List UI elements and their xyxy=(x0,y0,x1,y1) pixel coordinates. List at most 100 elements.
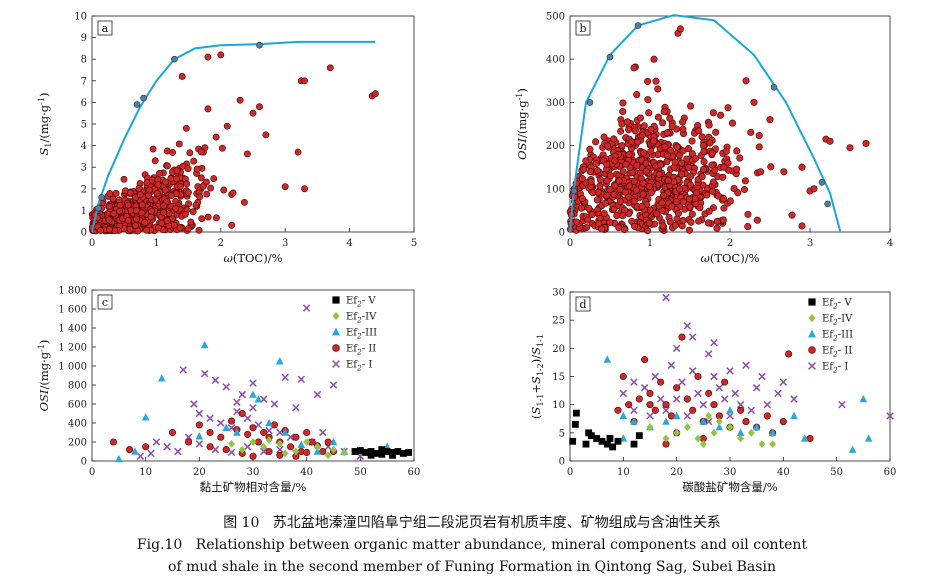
data-point xyxy=(610,135,618,143)
data-point xyxy=(679,216,687,225)
data-point-diamond xyxy=(292,447,300,456)
data-point xyxy=(124,201,132,209)
data-point xyxy=(153,189,161,197)
data-point xyxy=(810,185,818,193)
data-point-cross xyxy=(699,400,708,409)
data-point xyxy=(644,96,652,104)
data-point xyxy=(650,55,658,63)
data-point-square xyxy=(399,450,407,457)
data-point xyxy=(163,217,171,225)
data-point xyxy=(744,223,752,231)
data-point-cross xyxy=(694,389,702,398)
data-point-diamond xyxy=(324,451,332,460)
envelope-point xyxy=(606,53,614,61)
data-point xyxy=(301,77,308,85)
data-point xyxy=(615,177,623,185)
x-tick-label: 50 xyxy=(830,467,843,478)
data-point xyxy=(582,157,590,165)
panel-label-box xyxy=(97,294,113,310)
data-point xyxy=(228,221,236,229)
y-tick-label: 800 xyxy=(68,381,87,392)
data-point xyxy=(155,169,163,177)
data-point-cross xyxy=(886,412,894,420)
data-point xyxy=(630,177,638,185)
data-point xyxy=(659,222,667,230)
envelope-point xyxy=(98,194,105,201)
data-point-circle xyxy=(292,433,300,441)
data-point xyxy=(619,107,627,116)
y-tick-label: 1 800 xyxy=(58,286,87,297)
data-point xyxy=(708,161,716,169)
data-point xyxy=(177,182,184,190)
data-point xyxy=(705,207,713,215)
panel-a: 0 1 2 3 4 5 0 1 2 3 4 5 6 7 8 9 10 a S1/(mg·g-1) ω(TOC)/% xyxy=(37,12,417,266)
data-point-circle xyxy=(276,451,284,459)
y-axis-label: S1/(mg·g-1) xyxy=(37,93,53,156)
data-point-square xyxy=(614,437,622,445)
data-point xyxy=(679,147,687,155)
data-point xyxy=(162,178,170,186)
data-point-diamond xyxy=(260,442,268,451)
data-point-cross xyxy=(260,447,268,456)
legend-entry: Ef2- II xyxy=(822,346,852,359)
caption-english-line1: Fig.10 Relationship between organic matt… xyxy=(136,537,808,553)
data-point-cross xyxy=(147,449,155,458)
data-point xyxy=(706,139,714,147)
data-point xyxy=(147,213,155,221)
data-point-triangle xyxy=(249,390,257,398)
y-tick-label: 4 xyxy=(81,141,87,152)
data-point xyxy=(726,197,734,205)
data-point-circle xyxy=(227,417,236,425)
data-point-diamond xyxy=(238,445,246,454)
data-point-diamond xyxy=(705,412,713,420)
data-point xyxy=(695,217,703,225)
data-point xyxy=(678,159,686,167)
data-point xyxy=(105,216,113,224)
legend-entry: Ef2-IV xyxy=(822,314,853,327)
data-point xyxy=(647,125,655,133)
data-point xyxy=(708,149,716,157)
envelope-point xyxy=(570,187,578,195)
data-point xyxy=(658,199,666,207)
data-point xyxy=(742,77,750,85)
data-point xyxy=(586,168,594,176)
data-point-triangle xyxy=(131,447,139,455)
legend-entry: Ef2- I xyxy=(346,360,372,373)
data-point xyxy=(97,227,105,235)
data-point xyxy=(747,128,755,136)
data-point xyxy=(110,210,118,218)
data-point-circle xyxy=(683,395,691,403)
y-axis-label: OSI/(mg·g-1) xyxy=(37,340,51,412)
data-point xyxy=(619,212,627,220)
data-point-triangle xyxy=(619,411,628,420)
y-tick-label: 8 xyxy=(81,55,87,66)
y-tick-label: 7 xyxy=(81,76,87,87)
legend-entry: Ef2-IV xyxy=(346,312,377,325)
data-point-diamond xyxy=(332,311,340,321)
data-point-cross xyxy=(747,406,756,415)
y-tick-label: 1 xyxy=(81,206,87,217)
data-point xyxy=(615,224,623,232)
figure-caption: 图 10 苏北盆地溱潼凹陷阜宁组二段泥页岩有机质丰度、矿物组成与含油性关系 Fi… xyxy=(0,512,944,578)
data-point-circle xyxy=(705,389,713,397)
data-point-circle xyxy=(641,356,649,364)
x-tick-label: 1 xyxy=(647,238,653,249)
panel-b: 0 1 2 3 4 0 100 200 300 400 500 b OSI/(mg·g-1) ω(TOC)… xyxy=(515,12,893,266)
data-point xyxy=(592,160,600,168)
data-point xyxy=(703,191,711,199)
data-point-triangle xyxy=(233,428,241,436)
data-point xyxy=(143,226,151,234)
data-point xyxy=(186,149,194,157)
data-point xyxy=(181,210,189,218)
data-point xyxy=(204,213,212,221)
data-point-circle xyxy=(238,409,246,418)
data-point-cross xyxy=(238,390,246,399)
data-point xyxy=(131,222,139,229)
data-point-square xyxy=(394,448,402,455)
data-point xyxy=(151,157,159,165)
data-point-triangle xyxy=(276,357,284,365)
data-point xyxy=(184,225,192,233)
data-point xyxy=(628,138,636,146)
data-point xyxy=(154,224,162,232)
